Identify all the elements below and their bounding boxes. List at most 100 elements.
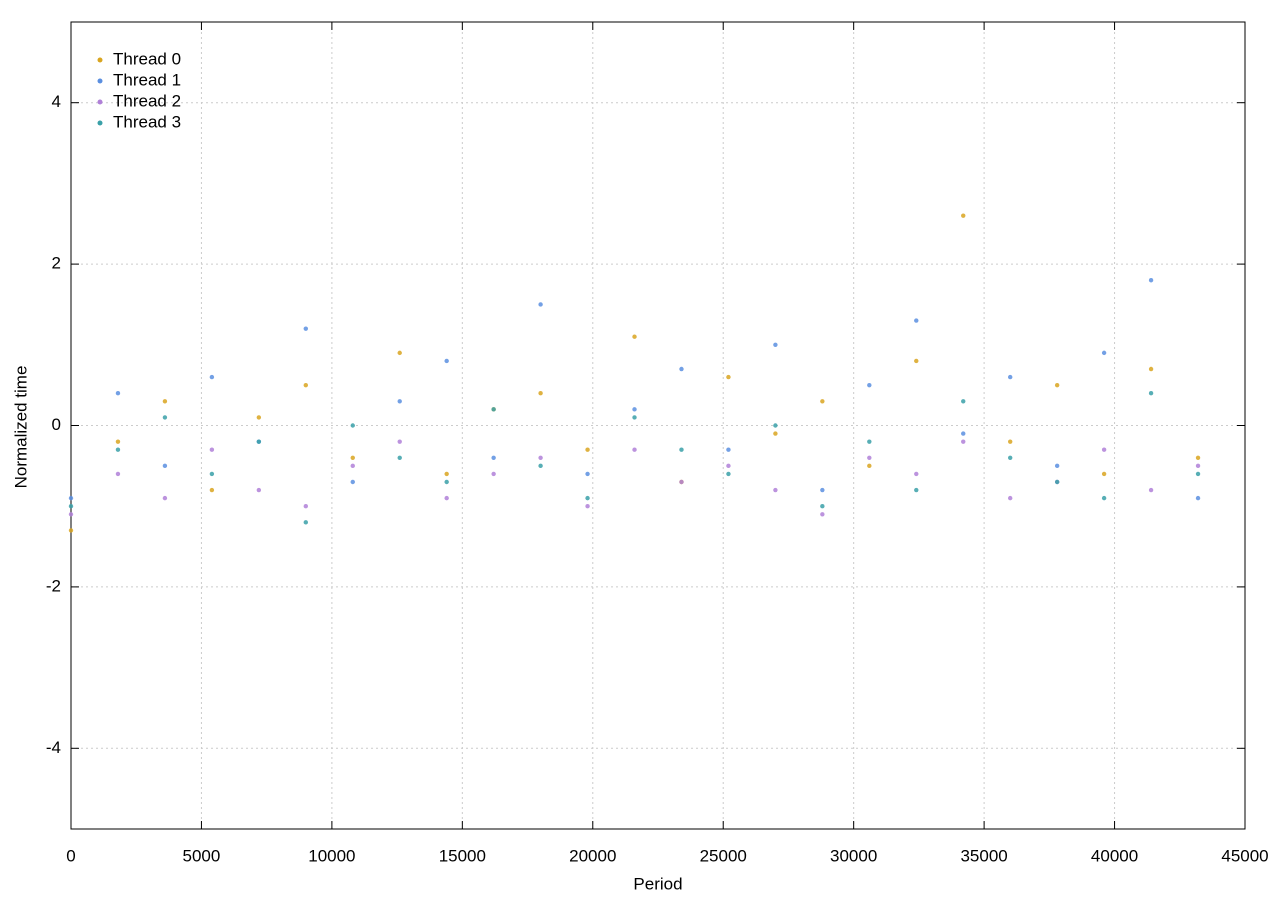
point bbox=[444, 358, 449, 364]
x-tick-label: 45000 bbox=[1221, 846, 1268, 865]
point bbox=[820, 487, 825, 493]
point bbox=[1195, 463, 1201, 469]
point bbox=[1008, 455, 1013, 460]
point bbox=[1195, 495, 1201, 501]
point bbox=[1008, 495, 1013, 501]
point bbox=[491, 407, 496, 412]
point bbox=[867, 382, 872, 388]
point bbox=[914, 358, 919, 364]
point bbox=[209, 471, 215, 477]
point bbox=[256, 439, 262, 444]
point bbox=[679, 447, 684, 452]
point bbox=[397, 399, 402, 404]
point bbox=[1054, 479, 1060, 485]
point bbox=[679, 366, 684, 372]
point bbox=[867, 439, 872, 444]
point bbox=[820, 504, 825, 509]
point bbox=[1008, 439, 1013, 444]
point bbox=[1054, 463, 1060, 469]
legend-marker bbox=[97, 120, 103, 126]
point bbox=[1195, 455, 1201, 460]
x-tick-label: 15000 bbox=[439, 846, 486, 865]
point bbox=[350, 479, 355, 485]
point bbox=[585, 471, 590, 477]
y-tick-label: 2 bbox=[52, 254, 61, 273]
point bbox=[256, 415, 262, 420]
point bbox=[68, 495, 74, 501]
point bbox=[444, 471, 449, 477]
point bbox=[726, 471, 731, 477]
y-axis-label: Normalized time bbox=[11, 366, 30, 489]
point bbox=[68, 512, 74, 517]
point bbox=[397, 439, 402, 444]
point bbox=[632, 334, 637, 339]
point bbox=[209, 447, 215, 452]
point bbox=[585, 504, 590, 509]
point bbox=[444, 479, 449, 485]
x-tick-label: 20000 bbox=[569, 846, 616, 865]
point bbox=[726, 463, 731, 469]
point bbox=[350, 455, 355, 460]
point bbox=[209, 487, 215, 493]
point bbox=[209, 374, 215, 380]
point bbox=[115, 447, 121, 452]
point bbox=[585, 447, 590, 452]
point bbox=[632, 415, 637, 420]
legend-marker bbox=[97, 99, 103, 105]
point bbox=[397, 455, 402, 460]
point bbox=[1054, 382, 1060, 388]
point bbox=[491, 471, 496, 477]
legend-label: Thread 0 bbox=[113, 49, 181, 68]
point bbox=[538, 463, 543, 469]
point bbox=[820, 512, 825, 517]
point bbox=[350, 423, 355, 428]
point bbox=[961, 399, 966, 404]
point bbox=[632, 447, 637, 452]
legend-marker bbox=[97, 78, 103, 84]
point bbox=[961, 431, 966, 436]
point bbox=[115, 439, 121, 444]
point bbox=[115, 391, 121, 396]
point bbox=[538, 391, 543, 396]
point bbox=[68, 528, 74, 533]
point bbox=[961, 213, 966, 218]
point bbox=[162, 463, 168, 469]
point bbox=[303, 520, 308, 525]
x-tick-label: 40000 bbox=[1091, 846, 1138, 865]
point bbox=[397, 350, 402, 356]
point bbox=[773, 487, 778, 493]
point bbox=[914, 318, 919, 323]
point bbox=[538, 302, 543, 307]
point bbox=[914, 471, 919, 477]
point bbox=[256, 487, 262, 493]
legend-label: Thread 2 bbox=[113, 91, 181, 110]
point bbox=[1148, 391, 1154, 396]
legend-marker bbox=[97, 57, 103, 63]
point bbox=[303, 326, 308, 331]
y-tick-label: 4 bbox=[52, 92, 61, 111]
point bbox=[679, 479, 684, 485]
point bbox=[115, 471, 121, 477]
point bbox=[162, 399, 168, 404]
point bbox=[867, 455, 872, 460]
legend-label: Thread 1 bbox=[113, 70, 181, 89]
point bbox=[820, 399, 825, 404]
point bbox=[303, 382, 308, 388]
point bbox=[444, 495, 449, 501]
y-tick-label: -4 bbox=[46, 738, 61, 757]
point bbox=[303, 504, 308, 509]
point bbox=[1008, 374, 1013, 380]
point bbox=[1101, 471, 1107, 477]
point bbox=[867, 463, 872, 469]
point bbox=[1148, 278, 1154, 283]
point bbox=[1148, 366, 1154, 372]
x-tick-label: 25000 bbox=[700, 846, 747, 865]
point bbox=[162, 495, 168, 501]
point bbox=[961, 439, 966, 444]
x-tick-label: 30000 bbox=[830, 846, 877, 865]
point bbox=[914, 487, 919, 493]
x-tick-label: 10000 bbox=[308, 846, 355, 865]
point bbox=[538, 455, 543, 460]
point bbox=[726, 374, 731, 380]
